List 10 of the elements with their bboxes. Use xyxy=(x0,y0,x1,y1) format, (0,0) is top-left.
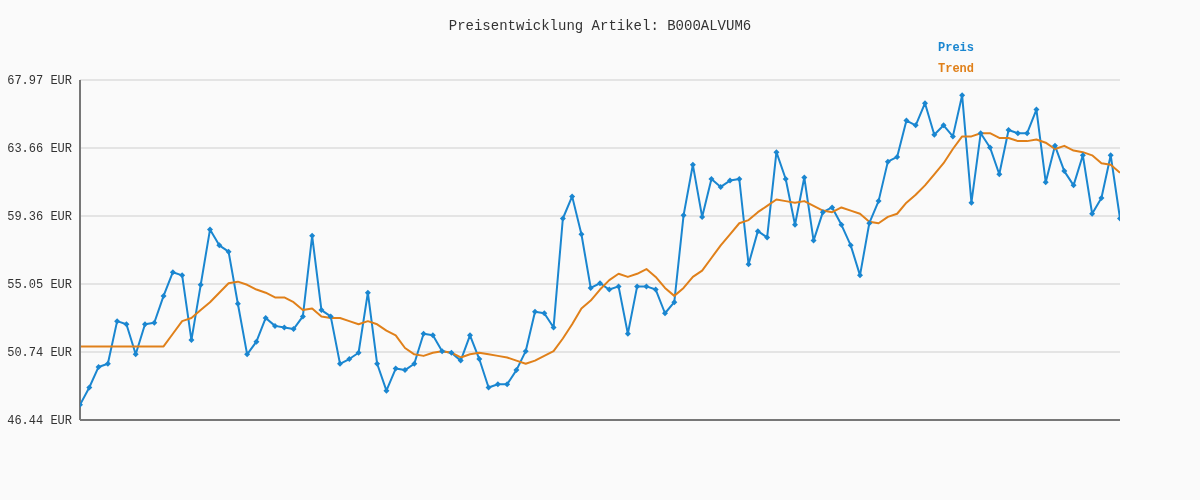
line-series xyxy=(80,132,1120,365)
y-tick-label: 59.36 EUR xyxy=(7,210,72,225)
y-tick-label: 55.05 EUR xyxy=(7,278,72,293)
text: Preis xyxy=(938,40,975,57)
chart-title: Preisentwicklung Artikel: B000ALVUM6 xyxy=(447,18,753,34)
y-tick-label: 50.74 EUR xyxy=(7,346,72,361)
y-tick-label: 63.66 EUR xyxy=(7,142,72,157)
y-tick-label: 46.44 EUR xyxy=(7,414,72,429)
y-tick-label: 67.97 EUR xyxy=(7,74,72,89)
text: Trend xyxy=(938,61,975,78)
